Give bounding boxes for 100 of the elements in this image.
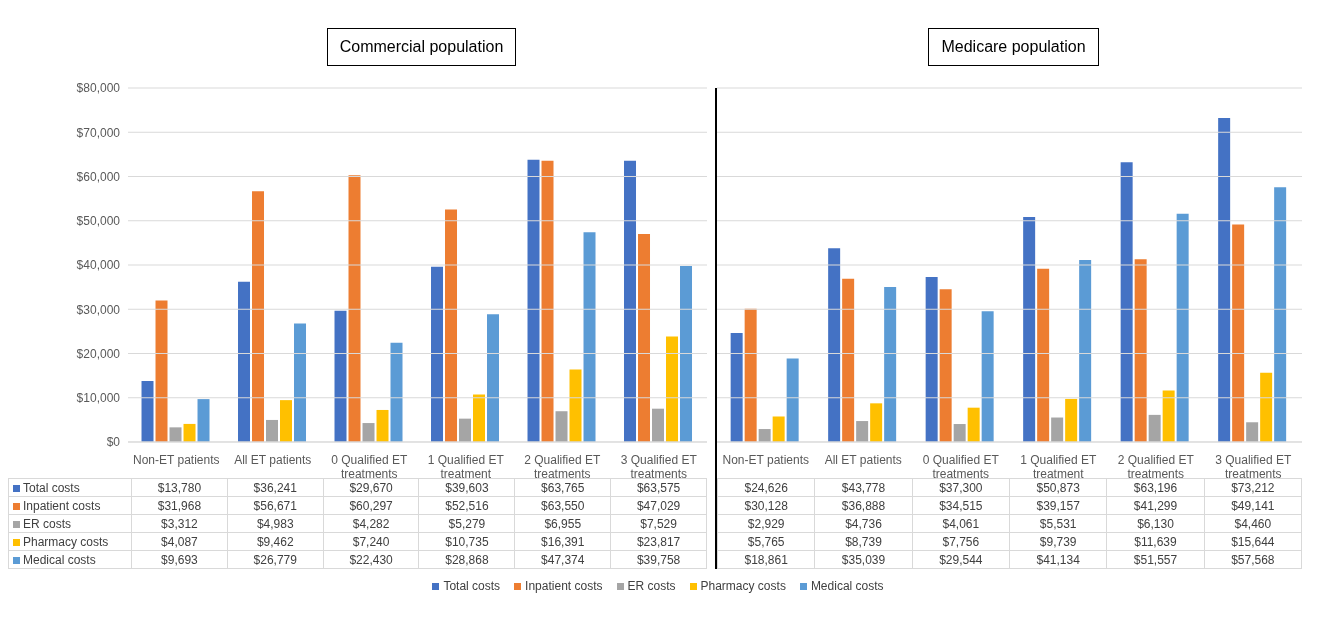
data-label: $34,515 [912,496,1010,515]
y-tick-label: $80,000 [76,81,121,96]
bar [169,427,182,442]
bar [772,416,785,442]
data-label: $29,670 [323,478,419,497]
bar [1023,216,1036,442]
data-label: $6,130 [1106,514,1205,533]
legend-label: Pharmacy costs [8,532,132,551]
data-label: $28,868 [418,550,515,569]
data-label: $63,196 [1106,478,1205,497]
y-tick-label: $50,000 [76,214,121,229]
x-tick-label: 1 Qualified ET treatment [1020,453,1097,481]
x-tick-label: 3 Qualified ET treatments [1215,453,1292,481]
bar [487,314,500,442]
bar [1232,224,1245,442]
data-label: $4,460 [1204,514,1302,533]
bar [1148,414,1161,442]
data-label: $47,029 [610,496,707,515]
x-tick-label: Non-ET patients [722,453,809,467]
bar [1120,162,1133,442]
data-label: $3,312 [131,514,228,533]
data-label: $23,817 [610,532,707,551]
legend-label: ER costs [8,514,132,533]
data-label: $63,575 [610,478,707,497]
data-label: $7,240 [323,532,419,551]
bar [744,308,757,442]
data-label: $35,039 [814,550,913,569]
data-label: $49,141 [1204,496,1302,515]
y-tick-label: $70,000 [76,125,121,140]
bar [541,160,554,442]
data-label: $7,756 [912,532,1010,551]
data-label: $4,736 [814,514,913,533]
data-label: $9,739 [1009,532,1107,551]
data-label: $10,735 [418,532,515,551]
x-tick-label: Non-ET patients [133,453,220,467]
bar [583,232,596,442]
data-label: $39,758 [610,550,707,569]
bar [638,233,651,442]
bar [758,429,771,442]
y-tick-label: $20,000 [76,346,121,361]
data-label: $4,282 [323,514,419,533]
bar [1079,259,1092,442]
data-label: $15,644 [1204,532,1302,551]
data-label: $73,212 [1204,478,1302,497]
bar [197,399,210,442]
legend-label: Medical costs [809,579,884,593]
data-label: $56,671 [227,496,324,515]
x-tick-label: 2 Qualified ET treatments [1117,453,1195,481]
y-tick-label: $30,000 [76,302,121,317]
data-label: $24,626 [717,478,815,497]
data-label: $37,300 [912,478,1010,497]
data-label: $8,739 [814,532,913,551]
data-label: $30,128 [717,496,815,515]
bar [527,159,540,442]
bar [252,191,265,442]
data-label: $29,544 [912,550,1010,569]
data-label: $18,861 [717,550,815,569]
bar [652,408,665,442]
bar [953,424,966,442]
data-label: $2,929 [717,514,815,533]
y-tick-label: $10,000 [76,391,121,406]
bar [1065,398,1078,442]
bar [376,409,389,442]
bar [730,333,743,442]
x-tick-label: All ET patients [234,453,312,467]
data-label: $7,529 [610,514,707,533]
bar [842,278,855,442]
bar [1051,417,1064,442]
bar [266,419,279,442]
y-tick-label: $60,000 [76,169,121,184]
data-label: $5,279 [418,514,515,533]
bar [981,311,994,442]
bar [1218,118,1231,442]
legend-label: Inpatient costs [8,496,132,515]
data-label: $16,391 [514,532,611,551]
y-tick-label: $40,000 [76,258,121,273]
bar [1134,259,1147,442]
data-label: $36,241 [227,478,324,497]
bar [445,209,458,442]
bar [786,358,799,442]
bar [280,400,293,442]
bar [294,323,307,442]
bar [1176,213,1189,442]
data-label: $50,873 [1009,478,1107,497]
bar [431,266,444,442]
bar [870,403,883,442]
x-tick-label: 1 Qualified ET treatment [427,453,505,481]
bar [1162,390,1175,442]
data-label: $9,693 [131,550,228,569]
legend-label: ER costs [626,579,676,593]
bar [939,289,952,442]
bar [238,281,251,442]
y-tick-label: $0 [106,435,121,450]
bar [884,286,897,442]
data-label: $4,061 [912,514,1010,533]
data-label: $41,299 [1106,496,1205,515]
data-label: $41,134 [1009,550,1107,569]
data-label: $6,955 [514,514,611,533]
data-label: $36,888 [814,496,913,515]
bar [624,160,637,442]
